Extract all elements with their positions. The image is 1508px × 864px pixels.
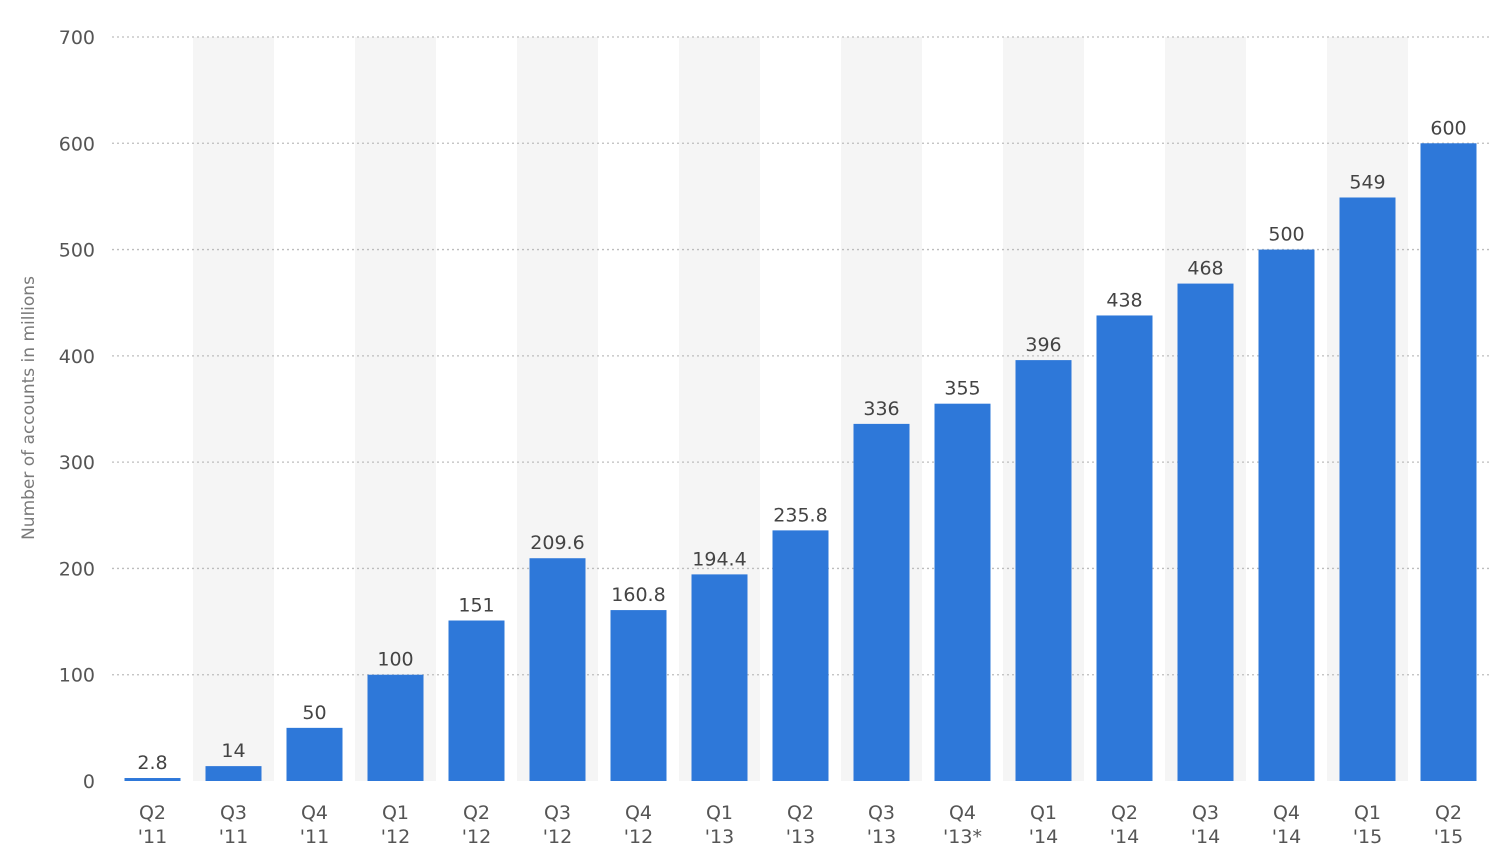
bar — [853, 423, 910, 781]
data-labels: 2.8 14 50 100 151 209.6 160.8 194.4 235.8 336 355 3… — [137, 117, 1466, 774]
x-tick-label: Q2 — [1111, 802, 1138, 824]
bar — [1015, 360, 1072, 781]
x-tick-label: Q1 — [706, 802, 733, 824]
y-axis-title: Number of accounts in millions — [19, 276, 39, 540]
x-tick-label: '12 — [462, 826, 491, 848]
bar — [205, 766, 262, 781]
x-tick-label: '15 — [1353, 826, 1382, 848]
x-tick-label: '11 — [300, 826, 329, 848]
data-label: 2.8 — [137, 752, 167, 774]
data-label: 209.6 — [530, 532, 584, 554]
x-tick-label: '13 — [867, 826, 896, 848]
bar — [610, 610, 667, 781]
x-tick-label: '13 — [705, 826, 734, 848]
data-label: 194.4 — [692, 548, 746, 570]
bar — [1420, 143, 1477, 782]
x-tick-label: Q4 — [1273, 802, 1300, 824]
bar — [934, 403, 991, 781]
x-tick-label: Q2 — [139, 802, 166, 824]
x-tick-label: '12 — [381, 826, 410, 848]
bar — [1177, 283, 1234, 781]
bar — [1096, 315, 1153, 781]
x-tick-label: '12 — [624, 826, 653, 848]
x-tick-label: Q4 — [949, 802, 976, 824]
data-label: 100 — [377, 649, 413, 671]
bar — [1258, 249, 1315, 782]
data-label: 355 — [944, 378, 980, 400]
x-tick-label: Q3 — [868, 802, 895, 824]
x-tick-label: '14 — [1029, 826, 1058, 848]
y-tick-label: 600 — [59, 133, 95, 155]
x-tick-label: Q3 — [1192, 802, 1219, 824]
x-tick-label: Q3 — [220, 802, 247, 824]
x-tick-label: Q2 — [787, 802, 814, 824]
x-tick-label: Q2 — [1435, 802, 1462, 824]
y-tick-label: 300 — [59, 452, 95, 474]
x-tick-label: Q3 — [544, 802, 571, 824]
data-label: 600 — [1430, 117, 1466, 139]
y-tick-label: 100 — [59, 665, 95, 687]
x-tick-label: '12 — [543, 826, 572, 848]
background-band — [193, 37, 274, 781]
y-tick-label: 400 — [59, 346, 95, 368]
bar — [286, 727, 343, 781]
x-tick-label: Q2 — [463, 802, 490, 824]
x-tick-label: '11 — [138, 826, 167, 848]
data-label: 235.8 — [773, 504, 827, 526]
y-axis-ticks: 0 100 200 300 400 500 600 700 — [59, 27, 95, 793]
x-axis-ticks: Q2'11Q3'11Q4'11Q1'12Q2'12Q3'12Q4'12Q1'13… — [138, 802, 1463, 848]
background-band — [355, 37, 436, 781]
x-tick-label: Q1 — [1354, 802, 1381, 824]
bar — [1339, 197, 1396, 781]
data-label: 151 — [458, 595, 494, 617]
bar — [367, 674, 424, 781]
bar — [448, 620, 505, 781]
x-tick-label: '14 — [1191, 826, 1220, 848]
y-tick-label: 200 — [59, 558, 95, 580]
bars — [124, 143, 1477, 782]
data-label: 500 — [1268, 224, 1304, 246]
data-label: 50 — [302, 702, 326, 724]
data-label: 336 — [863, 398, 899, 420]
bar — [691, 574, 748, 781]
y-tick-label: 500 — [59, 240, 95, 262]
x-tick-label: '13* — [943, 826, 982, 848]
x-tick-label: '14 — [1110, 826, 1139, 848]
y-tick-label: 0 — [83, 771, 95, 793]
x-tick-label: Q1 — [1030, 802, 1057, 824]
x-tick-label: '13 — [786, 826, 815, 848]
data-label: 468 — [1187, 258, 1223, 280]
y-tick-label: 700 — [59, 27, 95, 49]
x-tick-label: '15 — [1434, 826, 1463, 848]
bar — [124, 778, 181, 781]
data-label: 14 — [221, 740, 245, 762]
data-label: 160.8 — [611, 584, 665, 606]
data-label: 438 — [1106, 289, 1142, 311]
x-tick-label: '14 — [1272, 826, 1301, 848]
x-tick-label: Q4 — [301, 802, 328, 824]
bar — [772, 530, 829, 781]
bar — [529, 558, 586, 781]
data-label: 396 — [1025, 334, 1061, 356]
data-label: 549 — [1349, 171, 1385, 193]
x-tick-label: Q1 — [382, 802, 409, 824]
x-tick-label: '11 — [219, 826, 248, 848]
x-tick-label: Q4 — [625, 802, 652, 824]
